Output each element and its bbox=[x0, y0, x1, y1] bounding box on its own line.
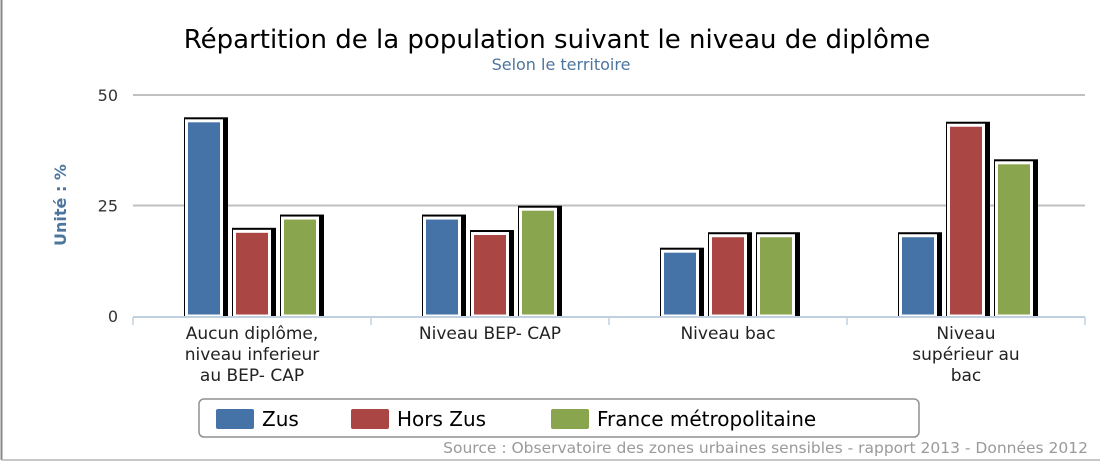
bar-france-metropolitaine-bep-cap bbox=[518, 205, 562, 318]
bar-fill bbox=[471, 232, 509, 318]
bar-zus-aucun-diplome bbox=[184, 117, 228, 318]
bar-hors-zus-aucun-diplome bbox=[232, 227, 276, 318]
y-axis-title: Unité : % bbox=[51, 164, 70, 246]
chart-subtitle: Selon le territoire bbox=[492, 55, 631, 74]
legend-label-france-metropolitaine: France métropolitaine bbox=[597, 407, 816, 431]
source-credit: Source : Observatoire des zones urbaines… bbox=[443, 439, 1088, 457]
bar-fill bbox=[947, 123, 985, 318]
bar-zus-bac bbox=[660, 247, 704, 318]
legend-item-france-metropolitaine[interactable]: France métropolitaine bbox=[551, 407, 816, 431]
bar-fill bbox=[995, 161, 1033, 318]
bar-fill bbox=[519, 207, 557, 318]
bar-zus-superieur-bac bbox=[898, 232, 942, 318]
legend-swatch-hors-zus bbox=[351, 409, 389, 429]
bar-france-metropolitaine-aucun-diplome bbox=[280, 214, 324, 318]
y-tick-label: 50 bbox=[98, 86, 118, 105]
bar-hors-zus-superieur-bac bbox=[946, 121, 990, 318]
y-tick-label: 0 bbox=[108, 307, 118, 326]
x-tick-label-aucun-diplome: Aucun diplôme, niveau inferieur au BEP- CA… bbox=[185, 324, 320, 386]
gridlines bbox=[133, 94, 1085, 207]
bar-fill bbox=[709, 234, 747, 318]
legend-label-zus: Zus bbox=[262, 407, 299, 431]
bar-fill bbox=[423, 216, 461, 318]
legend-swatch-france-metropolitaine bbox=[551, 409, 589, 429]
bar-fill bbox=[661, 249, 699, 318]
legend: Zus Hors Zus France métropolitaine bbox=[198, 398, 920, 438]
bar-zus-bep-cap bbox=[422, 214, 466, 318]
bar-fill bbox=[899, 234, 937, 318]
y-tick-label: 25 bbox=[98, 197, 118, 216]
x-tick-label-superieur-bac: Niveau supérieur au bac bbox=[912, 324, 1019, 386]
legend-swatch-zus bbox=[216, 409, 254, 429]
x-tick-label-bep-cap: Niveau BEP- CAP bbox=[419, 324, 561, 344]
bar-hors-zus-bac bbox=[708, 232, 752, 318]
bar-fill bbox=[233, 229, 271, 318]
legend-label-hors-zus: Hors Zus bbox=[397, 407, 486, 431]
bar-france-metropolitaine-bac bbox=[756, 232, 800, 318]
legend-item-zus[interactable]: Zus bbox=[216, 407, 299, 431]
bar-france-metropolitaine-superieur-bac bbox=[994, 159, 1038, 318]
legend-item-hors-zus[interactable]: Hors Zus bbox=[351, 407, 486, 431]
bar-hors-zus-bep-cap bbox=[470, 230, 514, 318]
bar-fill bbox=[185, 119, 223, 318]
x-tick-label-bac: Niveau bac bbox=[680, 324, 775, 344]
bar-fill bbox=[281, 216, 319, 318]
chart-title: Répartition de la population suivant le … bbox=[184, 25, 931, 55]
x-axis: Aucun diplôme, niveau inferieur au BEP- CA… bbox=[132, 316, 1086, 386]
bars bbox=[184, 117, 1038, 318]
y-axis-ticks: 0 25 50 bbox=[98, 86, 118, 326]
bar-fill bbox=[757, 234, 795, 318]
